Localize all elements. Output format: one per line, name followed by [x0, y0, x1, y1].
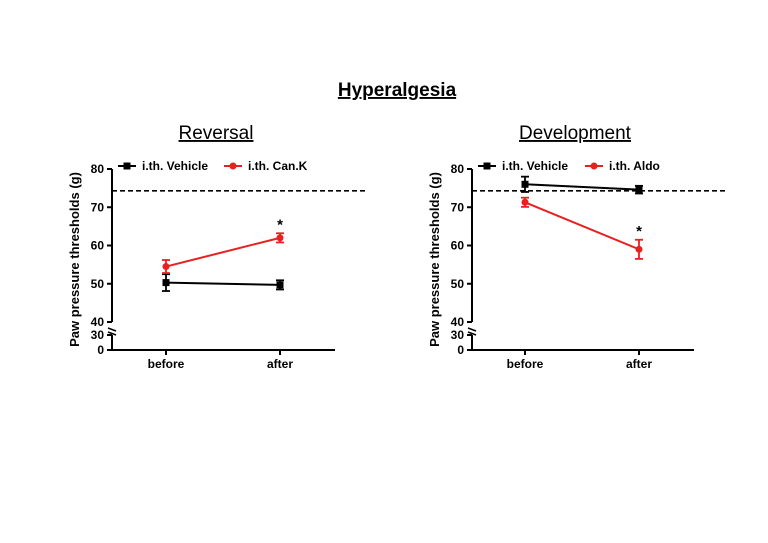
data-point-circle — [162, 263, 170, 271]
legend-label: i.th. Aldo — [609, 159, 660, 173]
legend-marker-circle — [590, 162, 598, 170]
data-point-square — [276, 281, 284, 289]
significance-asterisk: * — [277, 216, 283, 233]
y-tick-label: 60 — [91, 239, 105, 253]
y-tick-label: 40 — [91, 315, 105, 329]
y-tick-label: 70 — [451, 200, 465, 214]
y-tick-label: 40 — [451, 315, 465, 329]
y-tick-label: 50 — [91, 277, 105, 291]
x-tick-label: before — [148, 357, 185, 371]
y-axis-label: Paw pressure thresholds (g) — [427, 172, 442, 347]
y-tick-label: 70 — [91, 200, 105, 214]
y-tick-label: 0 — [97, 343, 104, 357]
axis-break-mark — [467, 327, 477, 332]
data-point-square — [162, 279, 170, 287]
y-tick-label: 50 — [451, 277, 465, 291]
legend-marker-square — [123, 162, 131, 170]
legend-label: i.th. Can.K — [248, 159, 308, 173]
y-tick-label: 30 — [91, 328, 105, 342]
series-line — [165, 236, 281, 268]
legend-label: i.th. Vehicle — [502, 159, 568, 173]
series-line — [524, 201, 640, 251]
axis-break-mark — [107, 327, 117, 332]
y-tick-label: 80 — [91, 162, 105, 176]
axis-break-mark — [467, 331, 477, 336]
y-tick-label: 80 — [451, 162, 465, 176]
y-tick-label: 0 — [457, 343, 464, 357]
series-line — [524, 183, 640, 191]
legend-label: i.th. Vehicle — [142, 159, 208, 173]
data-point-square — [635, 186, 643, 194]
y-axis-label: Paw pressure thresholds (g) — [67, 172, 82, 347]
data-point-square — [521, 180, 529, 188]
legend-marker-circle — [229, 162, 237, 170]
legend-marker-square — [483, 162, 491, 170]
chart-title: Reversal — [179, 123, 254, 144]
x-tick-label: after — [267, 357, 293, 371]
x-tick-label: after — [626, 357, 652, 371]
y-tick-label: 30 — [451, 328, 465, 342]
y-tick-label: 60 — [451, 239, 465, 253]
data-point-circle — [276, 234, 284, 242]
data-point-circle — [521, 198, 529, 206]
x-tick-label: before — [507, 357, 544, 371]
figure-title: Hyperalgesia — [338, 80, 457, 101]
significance-asterisk: * — [636, 223, 642, 240]
series-line — [165, 281, 281, 286]
axis-break-mark — [107, 331, 117, 336]
chart-title: Development — [519, 123, 632, 144]
data-point-circle — [635, 245, 643, 253]
